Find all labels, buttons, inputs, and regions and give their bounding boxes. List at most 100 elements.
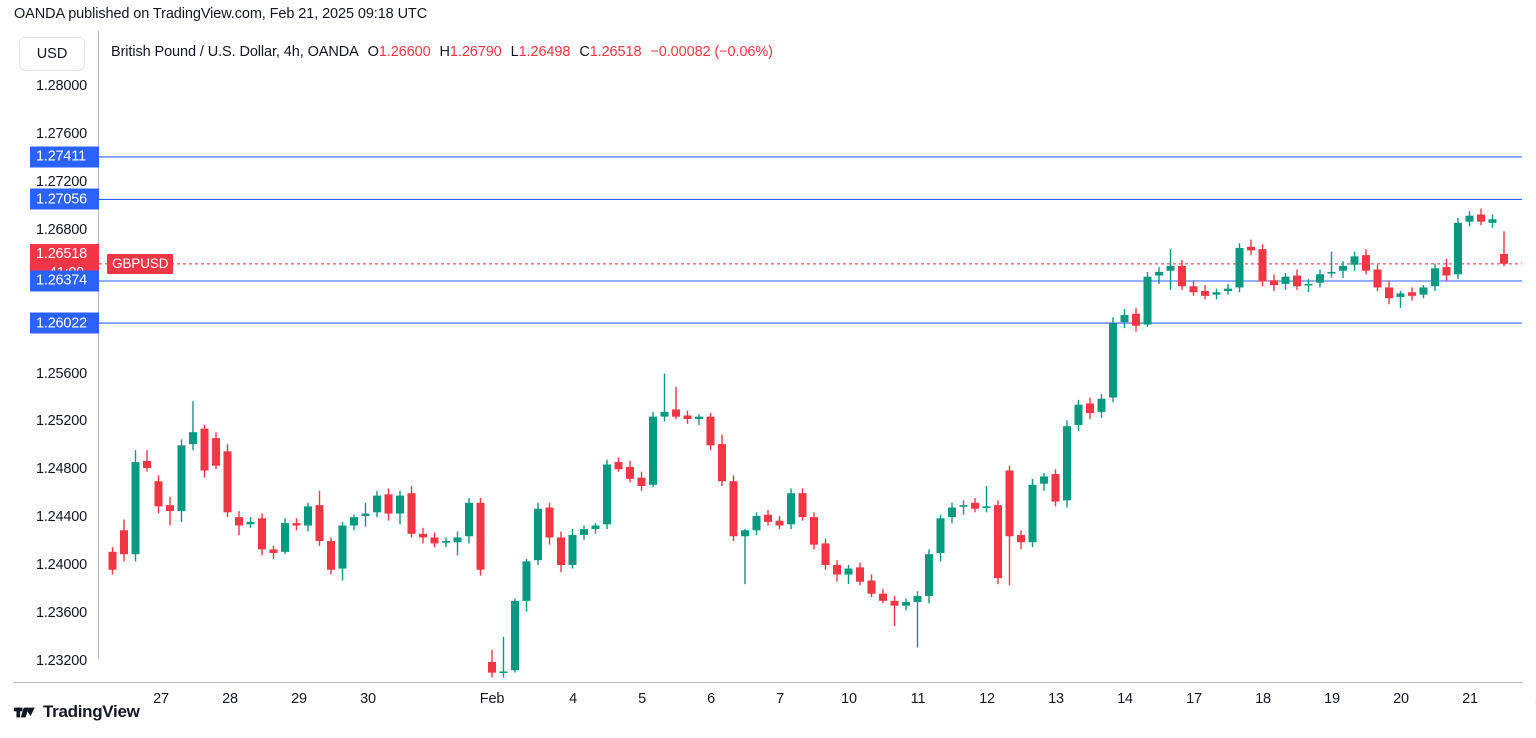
candle-body [407,493,416,534]
candle-body [1500,253,1508,264]
candle-body [373,495,381,513]
price-axis-tick: 1.24400 [35,509,87,526]
high-label: H [439,44,450,60]
price-line-tag[interactable]: 1.27411 [30,146,99,168]
candle-body [177,445,186,512]
time-axis-line [99,682,1522,683]
candle-body [1385,287,1393,299]
low-label: L [510,44,519,60]
candle-body [1189,286,1198,293]
candle-body [913,596,922,603]
close-label: C [579,44,590,60]
tradingview-footer: TradingView [14,702,140,722]
time-axis-tick: 5 [638,691,646,707]
candle-body [1454,222,1462,275]
candle-body [741,530,749,537]
candle-body [154,481,163,507]
candle-body [258,518,266,550]
candle-body [1017,535,1025,543]
time-axis-tick: 28 [222,691,238,707]
candle-body [223,451,232,513]
time-axis-tick: 27 [153,691,169,707]
candle-body [729,481,738,537]
candle-body [1224,288,1232,292]
candle-body [948,507,956,518]
time-axis-tick: 21 [1462,691,1478,707]
candle-body [810,517,818,545]
candle-body [488,661,496,673]
chart-legend-row: USD British Pound / U.S. Dollar, 4h, OAN… [14,31,1522,659]
candle-body [189,432,197,445]
time-axis-tick: 20 [1393,691,1409,707]
candle-body [1350,256,1359,265]
candle-body [660,411,669,417]
candle-body [1097,398,1106,412]
candle-body [626,466,634,479]
candle-body [683,415,692,420]
candle-body [752,515,761,531]
time-scale-axis[interactable]: 27282930Feb4567101112131417181920212 [99,682,1536,712]
candle-body [499,671,508,674]
price-line-tag[interactable]: 1.26374 [30,270,99,292]
candle-body [1339,265,1347,271]
candle-body [798,493,807,518]
candle-body [1166,265,1175,271]
open-label: O [367,44,379,60]
candle-body [120,530,128,555]
attribution-text: OANDA published on TradingView.com, Feb … [14,6,428,22]
candle-body [568,535,577,565]
candle-body [1212,292,1221,295]
candle-body [1408,292,1416,296]
candle-body [1132,313,1140,326]
price-axis-tick: 1.27600 [35,126,87,143]
candle-body [1281,276,1290,284]
candle-body [384,494,393,514]
candle-body [200,428,209,471]
candle-body [982,506,991,508]
candle-body [1442,267,1451,276]
price-line-tag[interactable]: 1.27056 [30,188,99,210]
price-axis-tick: 1.28000 [35,78,87,95]
candle-body [1086,403,1094,414]
candle-body [1120,314,1129,323]
candle-body [1063,426,1071,501]
price-scale-axis[interactable]: 1.280001.276001.272001.268001.264001.260… [14,53,99,681]
candle-body [419,533,427,538]
currency-unit-button[interactable]: USD [19,37,85,71]
time-axis-tick: 14 [1117,691,1133,707]
last-price-value: 1.26518 [36,245,88,262]
candle-body [338,525,347,569]
candle-body [649,416,657,485]
candle-body [1362,255,1370,271]
candle-body [1040,476,1048,484]
price-axis-tick: 1.23200 [35,652,87,669]
candle-body [1419,287,1428,295]
candlestick-plot-area[interactable]: GBPUSD [99,53,1522,681]
candle-body [1258,249,1267,282]
candle-body [246,521,255,525]
candle-body [522,561,531,601]
price-axis-tick: 1.23600 [35,604,87,621]
candle-body [235,517,243,526]
candle-body [1477,214,1485,222]
candle-body [442,541,450,543]
candle-body [879,593,887,601]
price-axis-tick: 1.24800 [35,461,87,478]
candle-body [867,580,876,594]
candle-body [465,502,473,537]
candle-body [476,502,485,570]
candle-body [718,444,726,482]
candle-body [821,543,830,565]
candle-body [1178,265,1186,287]
price-axis-tick: 1.27200 [35,174,87,191]
price-axis-tick: 1.24000 [35,556,87,573]
candle-body [143,460,151,469]
time-axis-tick: 19 [1324,691,1340,707]
candle-body [1247,246,1255,251]
open-value: 1.26600 [378,44,431,60]
candle-body [1396,293,1405,298]
candle-body [396,495,404,514]
candle-body [971,502,979,509]
price-line-tag[interactable]: 1.26022 [30,312,99,334]
price-axis-tick: 1.25600 [35,365,87,382]
